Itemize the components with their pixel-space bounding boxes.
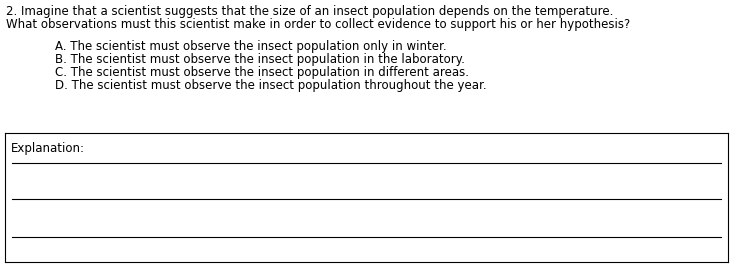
Text: A. The scientist must observe the insect population only in winter.: A. The scientist must observe the insect… — [55, 40, 446, 53]
Text: D. The scientist must observe the insect population throughout the year.: D. The scientist must observe the insect… — [55, 79, 487, 92]
Text: C. The scientist must observe the insect population in different areas.: C. The scientist must observe the insect… — [55, 66, 469, 79]
Text: 2. Imagine that a scientist suggests that the size of an insect population depen: 2. Imagine that a scientist suggests tha… — [6, 5, 614, 18]
Text: Explanation:: Explanation: — [11, 142, 85, 155]
Text: B. The scientist must observe the insect population in the laboratory.: B. The scientist must observe the insect… — [55, 53, 465, 66]
Text: What observations must this scientist make in order to collect evidence to suppo: What observations must this scientist ma… — [6, 18, 630, 31]
